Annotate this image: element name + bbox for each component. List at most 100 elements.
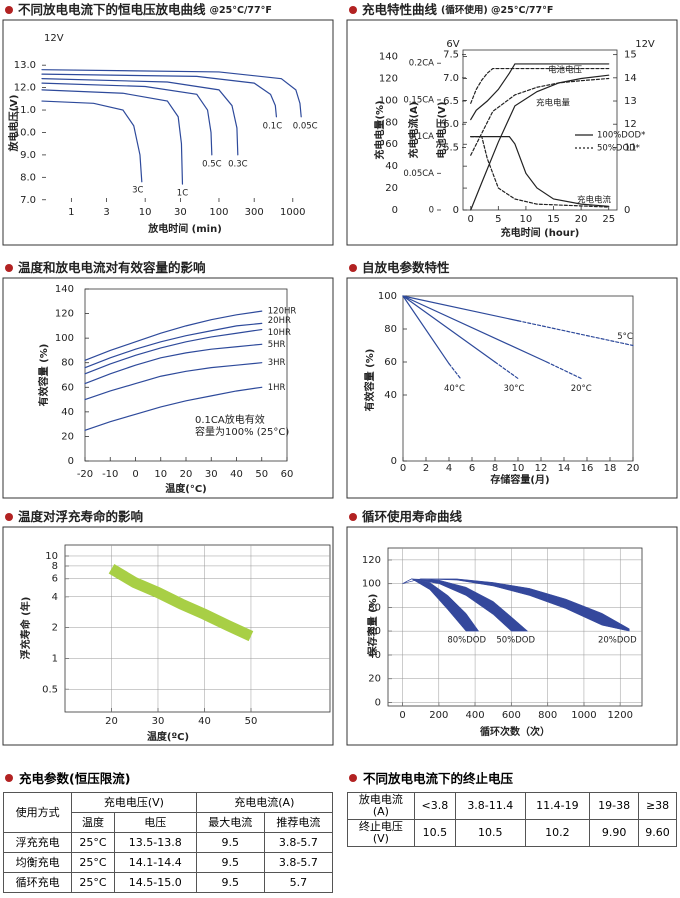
cell: 25°C [71,832,115,853]
bullet [5,513,13,521]
y-tick-label: 60 [385,139,398,150]
line [470,136,610,208]
bullet [349,264,357,272]
y-tick-label: 40 [61,407,74,418]
band [402,578,529,632]
legend-label: 100%DOD* [597,131,645,141]
table-title: 充电参数(恒压限流) [3,770,333,792]
line [84,386,263,431]
y-tick-label: 40 [385,161,398,172]
title-sub: (循环使用) @25°C/77°F [441,4,553,16]
cell: 25°C [71,872,115,893]
y-tick-label: 80 [368,602,381,613]
x-tick-label: 4 [446,463,452,474]
cell: 10.5 [413,819,456,847]
x-tick-label: 30 [205,469,218,480]
cell: 浮充充电 [2,832,73,853]
cell: 11.4-19 [524,792,591,820]
cell: 9.60 [638,819,677,847]
line [41,89,184,185]
y-tick-label: 0 [68,456,74,467]
series-label: 40°C [444,384,465,394]
title-main: 不同放电电流下的恒电压放电曲线 [18,2,206,17]
th: 充电电流(A) [195,792,334,813]
line [470,77,610,156]
x-tick-label: 10 [154,469,167,480]
title-main: 自放电参数特性 [362,260,450,275]
series-label: 电池电压 [548,65,583,76]
x-tick-label: 40 [198,716,211,727]
bullet [5,6,13,14]
y-tick-label: 60 [61,382,74,393]
x-tick-label: 20 [180,469,193,480]
line [84,362,263,401]
title-sub: @25°C/77°F [210,5,272,16]
x-axis-label: 温度(ºC) [147,730,189,743]
y-tick-label: 12 [624,119,637,130]
x-tick-label: 3 [103,207,109,218]
axis-title: 6V [446,39,459,50]
legend-label: 50%DOD* [597,144,640,154]
chart-title: 充电特性曲线 (循环使用) @25°C/77°F [362,2,553,17]
y-tick-label: 15 [624,50,637,61]
th: 使用方式 [2,792,73,833]
y-tick-label: 2 [52,623,58,634]
cell: 3.8-5.7 [263,832,334,853]
chart-box [2,19,334,246]
title-main: 温度对浮充寿命的影响 [18,509,143,524]
y-tick-label: 13.0 [14,60,36,71]
x-tick-label: 400 [466,710,485,721]
x-tick-label: 14 [558,463,571,474]
line [470,63,610,121]
y-tick-label: 12.0 [14,83,36,94]
y-tick-label: 13 [624,96,637,107]
y-tick-label: 5.5 [443,142,459,153]
x-axis-label: 循环次数（次） [480,725,550,738]
cell: 3.8-11.4 [454,792,526,820]
band [402,578,480,632]
line [41,69,302,118]
x-tick-label: 0 [468,214,474,225]
x-tick-label: 600 [502,710,521,721]
y-tick-label: 0 [375,697,381,708]
x-tick-label: 8 [492,463,498,474]
chart-title: 不同放电电流下的恒电压放电曲线 @25°C/77°F [18,2,272,17]
y-tick-label: 8.0 [20,172,36,183]
row: 浮充充电 25°C 13.5-13.8 9.5 3.8-5.7 [2,832,334,853]
series-label: 充电电流 [577,195,612,206]
x-tick-label: 10 [512,463,525,474]
x-tick-label: 0 [132,469,138,480]
y-tick-label: 0.05CA [403,169,434,179]
table-title: 不同放电电流下的终止电压 [347,770,677,792]
x-tick-label: 25 [602,214,615,225]
y-tick-label: 0.2CA [409,59,434,69]
chart-box [346,277,678,499]
x-axis-label: 放电时间 (min) [147,222,222,235]
table: 放电电流 (A) <3.8 3.8-11.4 11.4-19 19-38 ≥38 终止电压 … [347,792,677,847]
th: 温度 [71,812,115,833]
y-axis-label: 浮充寿命 (年) [19,597,32,660]
x-tick-label: 100 [209,207,228,218]
x-tick-label: 200 [429,710,448,721]
y-axis-label: 电池电压(V) [435,102,448,159]
chart-title: 温度对浮充寿命的影响 [18,509,143,524]
y-tick-label: 120 [362,555,381,566]
chart-box [2,526,334,746]
line [517,320,634,347]
line [84,343,263,385]
line [402,295,496,363]
annotation: 12V [44,33,64,44]
annotation: 容量为100% (25°C) [195,425,289,438]
x-tick-label: 1000 [571,710,596,721]
y-tick-label: 80 [384,324,397,335]
y-tick-label: 6.0 [443,119,459,130]
y-tick-label: 7.0 [20,195,36,206]
series-label: 30°C [503,384,524,394]
cell: 14.5-15.0 [113,872,197,893]
line [402,295,450,365]
x-tick-label: 30 [152,716,165,727]
line [84,310,263,361]
chart-title: 自放电参数特性 [362,260,450,275]
cell: ≥38 [638,792,677,820]
